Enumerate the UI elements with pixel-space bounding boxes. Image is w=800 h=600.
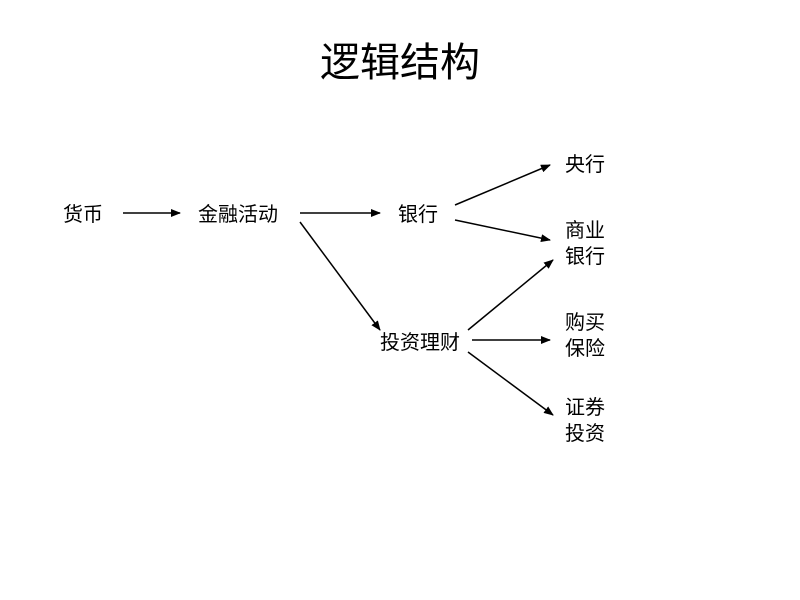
edge-finance-investment — [300, 222, 380, 330]
edge-bank-centralbank — [455, 165, 550, 205]
node-currency: 货币 — [63, 202, 103, 228]
edge-investment-securities — [468, 352, 553, 415]
edge-bank-commercialbank — [455, 220, 550, 240]
node-bank: 银行 — [398, 202, 438, 228]
node-finance: 金融活动 — [198, 202, 278, 228]
node-centralbank: 央行 — [565, 152, 605, 178]
node-insurance: 购买 保险 — [565, 310, 605, 362]
diagram-edges — [0, 0, 800, 600]
node-securities: 证券 投资 — [565, 395, 605, 447]
node-investment: 投资理财 — [380, 330, 460, 356]
node-commercialbank: 商业 银行 — [565, 218, 605, 270]
edge-investment-commercialbank — [468, 260, 553, 330]
page-title: 逻辑结构 — [0, 30, 800, 88]
